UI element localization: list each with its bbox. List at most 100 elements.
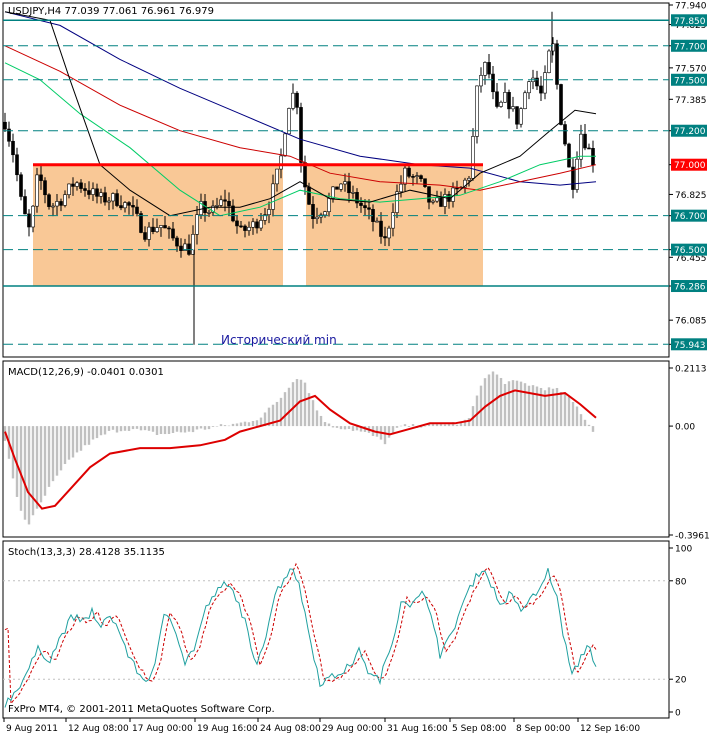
macd-histogram-bar (63, 426, 67, 465)
level-label-box (671, 158, 707, 171)
candle-body (115, 193, 119, 206)
macd-histogram-bar (311, 400, 315, 427)
candle-body (387, 227, 391, 239)
candle-body (487, 62, 491, 75)
macd-histogram-bar (511, 380, 515, 427)
price-tick-label: 76.825 (675, 191, 707, 201)
macd-histogram-bar (411, 424, 415, 427)
macd-histogram-bar (327, 423, 331, 427)
candle-body (199, 201, 203, 216)
macd-histogram-bar (119, 426, 123, 432)
candle-body (107, 200, 111, 203)
macd-histogram-bar (399, 425, 403, 427)
macd-histogram-bar (339, 426, 343, 430)
macd-histogram-bar (519, 381, 523, 427)
candle-body (555, 43, 559, 85)
stoch-main-line (4, 568, 597, 708)
candle-body (159, 225, 163, 228)
candle-body (539, 85, 543, 94)
candle-body (527, 81, 531, 94)
candle-body (191, 234, 195, 255)
macd-histogram-bar (547, 387, 551, 427)
macd-signal-line (4, 389, 597, 510)
level-label-box (671, 280, 707, 293)
macd-histogram-bar (183, 426, 187, 433)
candle-body (431, 200, 435, 203)
candle-body (267, 209, 271, 215)
candle-body (575, 158, 579, 190)
macd-histogram-bar (255, 420, 259, 427)
time-tick-label: 24 Aug 08:00 (260, 724, 321, 734)
macd-histogram-bar (263, 412, 267, 427)
candle-body (567, 143, 571, 168)
historical-min-annotation: Исторический min (221, 333, 337, 347)
macd-histogram-bar (563, 393, 567, 427)
candle-body (519, 108, 523, 125)
time-tick-label: 31 Aug 16:00 (387, 724, 448, 734)
macd-histogram-bar (435, 422, 439, 427)
time-tick-label: 29 Aug 00:00 (322, 724, 383, 734)
price-tick-label: 77.385 (675, 96, 707, 106)
price-tick-label: 76.085 (675, 317, 707, 327)
candle-body (439, 197, 443, 207)
macd-histogram-bar (515, 380, 519, 427)
candle-body (359, 202, 363, 206)
macd-histogram-bar (283, 392, 287, 427)
candle-body (171, 228, 175, 239)
ma-green-line (4, 62, 596, 217)
macd-histogram-bar (579, 414, 583, 427)
macd-histogram-bar (307, 393, 311, 427)
macd-tick-label: -0.3961 (675, 532, 709, 542)
price-panel (3, 11, 669, 345)
level-label: 75.943 (674, 341, 706, 351)
macd-histogram-bar (215, 426, 219, 427)
macd-histogram-bar (59, 426, 63, 471)
macd-histogram-bar (147, 426, 151, 431)
macd-histogram-bar (499, 377, 503, 427)
macd-histogram-bar (163, 426, 167, 435)
candle-body (335, 186, 339, 190)
macd-histogram-bar (191, 426, 195, 433)
macd-histogram-bar (171, 426, 175, 433)
macd-histogram-bar (315, 410, 319, 427)
macd-histogram-bar (31, 426, 35, 516)
macd-histogram-bar (23, 426, 27, 520)
candle-body (571, 166, 575, 190)
macd-histogram-bar (471, 406, 475, 427)
macd-histogram-bar (403, 424, 407, 427)
axes: 77.94077.82577.70077.57077.38577.20077.0… (3, 2, 709, 734)
candle-body (407, 167, 411, 177)
macd-histogram-bar (543, 390, 547, 427)
time-tick-label: 19 Aug 16:00 (197, 724, 258, 734)
macd-histogram-bar (187, 426, 191, 432)
level-label-box (671, 39, 707, 52)
macd-histogram-bar (523, 383, 527, 427)
macd-histogram-bar (47, 426, 51, 487)
candle-body (167, 227, 171, 230)
macd-histogram-bar (303, 382, 307, 427)
stoch-tick-label: 80 (675, 577, 687, 587)
macd-histogram-bar (291, 382, 295, 427)
macd-histogram-bar (195, 426, 199, 430)
macd-histogram-bar (259, 417, 263, 427)
macd-histogram-bar (535, 386, 539, 427)
candle-body (547, 50, 551, 73)
macd-histogram-bar (459, 421, 463, 427)
macd-histogram-bar (287, 387, 291, 427)
macd-histogram-bar (231, 423, 235, 427)
level-label: 77.500 (674, 76, 706, 86)
candle-body (3, 121, 7, 130)
candle-body (499, 101, 503, 107)
time-tick-label: 12 Aug 08:00 (68, 724, 129, 734)
stoch-tick-label: 20 (675, 676, 687, 686)
level-label-box (671, 338, 707, 351)
candle-body (375, 220, 379, 223)
macd-histogram-bar (539, 387, 543, 427)
macd-histogram-bar (487, 374, 491, 427)
macd-histogram-bar (331, 426, 335, 428)
level-label: 76.500 (674, 246, 706, 256)
candle-body (127, 202, 131, 206)
candle-body (91, 188, 95, 195)
macd-histogram-bar (227, 425, 231, 427)
candle-body (51, 205, 55, 208)
